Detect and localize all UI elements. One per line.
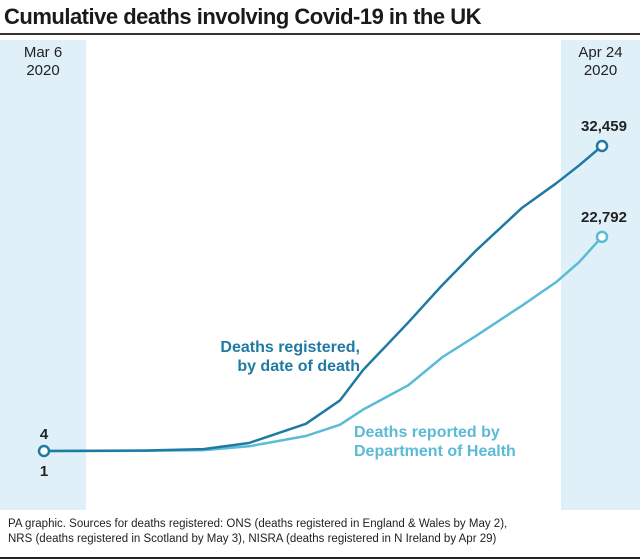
end-date-label: Apr 24 2020 [561, 44, 640, 80]
end-date-day: Apr 24 [578, 44, 623, 61]
start-date-year: 2020 [26, 62, 60, 79]
series-label-0-line-1: Deaths registered, [220, 339, 360, 356]
start-date-band [0, 40, 86, 510]
title-divider [0, 33, 640, 35]
end-value-label-1: 22,792 [581, 209, 627, 226]
end-value-label-0: 32,459 [581, 118, 627, 135]
source-note: PA graphic. Sources for deaths registere… [8, 517, 507, 547]
chart-title: Cumulative deaths involving Covid-19 in … [4, 4, 481, 29]
series-line-0 [43, 145, 603, 453]
start-marker [37, 444, 51, 458]
series-line-1 [43, 235, 603, 453]
series-label-1-line-1: Deaths reported by [354, 424, 500, 441]
start-value-label-1: 1 [40, 463, 48, 480]
source-line-2: NRS (deaths registered in Scotland by Ma… [8, 533, 497, 545]
end-marker-1 [595, 230, 609, 244]
series-label-1-line-2: Department of Health [354, 443, 516, 460]
bottom-rule [0, 557, 640, 559]
end-date-year: 2020 [583, 62, 618, 79]
end-date-band [561, 40, 640, 510]
source-line-1: PA graphic. Sources for deaths registere… [8, 518, 508, 530]
series-label-0-line-2: by date of death [237, 358, 360, 375]
start-value-label-0: 4 [40, 426, 49, 443]
start-date-label: Mar 6 2020 [0, 44, 86, 80]
start-date-day: Mar 6 [23, 44, 63, 61]
end-marker-0 [595, 139, 609, 153]
